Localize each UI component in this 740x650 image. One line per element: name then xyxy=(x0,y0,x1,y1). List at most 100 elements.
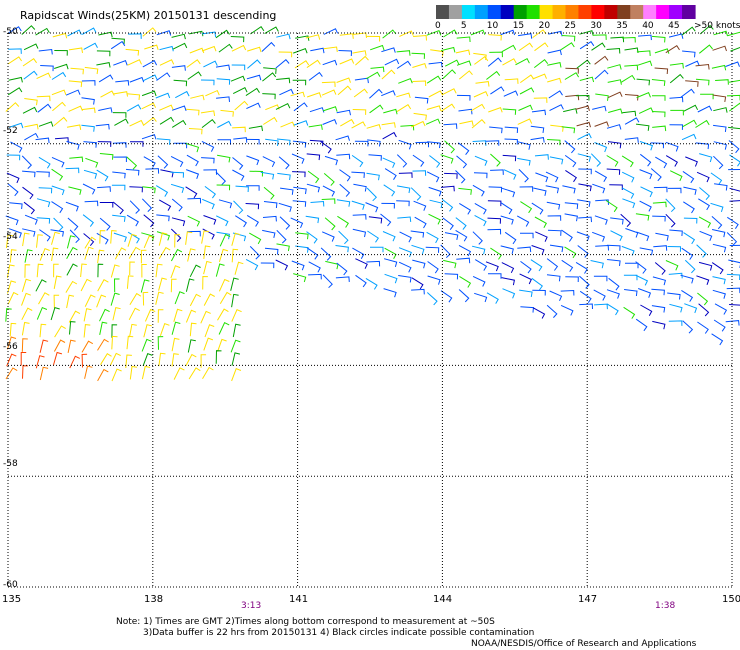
wind-barb xyxy=(577,153,592,162)
wind-barb xyxy=(561,229,573,242)
wind-barb xyxy=(111,335,118,350)
note-line-1: Note: 1) Times are GMT 2)Times along bot… xyxy=(116,617,495,627)
wind-barb xyxy=(68,186,82,195)
wind-barb xyxy=(260,171,275,180)
wind-barb xyxy=(713,30,728,37)
wind-barb xyxy=(110,40,126,50)
wind-barb xyxy=(549,156,564,165)
wind-barb xyxy=(355,258,368,269)
wind-barb xyxy=(261,41,276,52)
wind-barb xyxy=(320,141,332,154)
wind-barb xyxy=(37,103,52,113)
wind-barb xyxy=(607,79,622,85)
wind-barb xyxy=(36,171,50,178)
wind-barb xyxy=(384,58,400,66)
lon-label: 144 xyxy=(433,594,453,605)
wind-barb xyxy=(187,215,201,227)
wind-barb xyxy=(306,183,321,193)
wind-barb xyxy=(306,153,321,161)
wind-barb xyxy=(456,60,472,66)
wind-barb xyxy=(8,76,23,83)
wind-barb xyxy=(594,303,608,310)
wind-barb xyxy=(563,108,578,114)
wind-barb xyxy=(426,292,438,306)
wind-barb xyxy=(291,153,305,164)
wind-barb xyxy=(637,60,653,67)
wind-barb xyxy=(620,213,632,228)
wind-barb xyxy=(532,307,546,319)
wind-barb xyxy=(173,79,188,87)
wind-barb xyxy=(622,198,636,209)
wind-barb xyxy=(594,215,608,225)
wind-barb xyxy=(518,104,533,111)
wind-barb xyxy=(546,274,561,282)
wind-barb xyxy=(428,213,441,225)
wind-barb xyxy=(352,109,367,115)
wind-barb xyxy=(500,29,516,36)
wind-barb xyxy=(440,46,456,53)
wind-barb xyxy=(310,200,325,207)
wind-barb xyxy=(337,215,349,228)
wind-barb xyxy=(728,140,740,154)
wind-barb xyxy=(7,183,19,197)
wind-barb xyxy=(625,262,639,269)
wind-barb xyxy=(501,277,515,286)
wind-barb xyxy=(564,246,577,259)
wind-barb xyxy=(427,261,439,274)
wind-barb xyxy=(83,324,91,338)
wind-barb xyxy=(217,308,229,321)
wind-barb xyxy=(383,184,396,197)
wind-barb xyxy=(7,87,23,96)
wind-barb xyxy=(698,198,710,211)
wind-barb xyxy=(202,275,208,290)
wind-barb xyxy=(81,353,88,368)
wind-barb xyxy=(173,142,188,149)
wind-barb xyxy=(171,198,183,212)
wind-barb xyxy=(370,66,385,73)
wind-barb xyxy=(412,259,426,269)
wind-barb xyxy=(52,32,68,39)
wind-barb xyxy=(145,168,160,174)
wind-barb xyxy=(24,98,38,106)
wind-barb xyxy=(564,72,580,80)
wind-barb xyxy=(502,154,517,162)
wind-barb xyxy=(22,228,36,237)
wind-barb xyxy=(428,61,443,68)
wind-barb xyxy=(665,155,678,167)
wind-barb xyxy=(520,306,534,313)
wind-barb xyxy=(729,102,740,112)
wind-barb xyxy=(280,121,295,128)
wind-barb xyxy=(84,246,94,260)
wind-barb xyxy=(639,141,654,151)
wind-barb xyxy=(69,321,76,335)
wind-barb xyxy=(85,157,99,168)
wind-barb xyxy=(535,172,549,183)
wind-barb xyxy=(276,243,290,252)
wind-barb xyxy=(669,73,684,84)
wind-barb xyxy=(310,47,325,54)
wind-barb xyxy=(592,183,606,194)
wind-barb xyxy=(503,90,519,97)
wind-barb xyxy=(369,104,384,114)
wind-barb xyxy=(685,156,698,167)
wind-barb xyxy=(39,323,47,338)
wind-barb xyxy=(36,72,51,80)
wind-barb xyxy=(669,62,684,69)
wind-barb xyxy=(51,156,65,168)
wind-barb xyxy=(231,293,239,308)
wind-barb xyxy=(683,232,696,245)
wind-barb xyxy=(579,303,593,310)
wind-barb xyxy=(683,186,697,195)
lon-label: 147 xyxy=(578,594,598,605)
wind-barb xyxy=(200,110,216,116)
wind-barb xyxy=(338,230,349,245)
wind-barb xyxy=(606,303,619,316)
wind-barb xyxy=(729,200,740,202)
wind-barb xyxy=(607,141,622,149)
wind-barb xyxy=(713,124,727,132)
wind-barb xyxy=(158,246,171,259)
wind-barb xyxy=(428,90,444,98)
wind-barb xyxy=(81,107,96,114)
wind-barb xyxy=(54,63,69,70)
wind-barb xyxy=(245,87,260,97)
